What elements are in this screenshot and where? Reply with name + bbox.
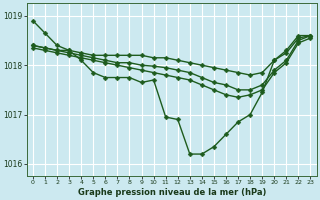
- X-axis label: Graphe pression niveau de la mer (hPa): Graphe pression niveau de la mer (hPa): [77, 188, 266, 197]
